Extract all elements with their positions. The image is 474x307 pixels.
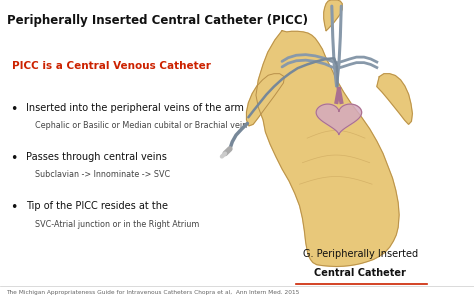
Text: Tip of the PICC resides at the: Tip of the PICC resides at the xyxy=(26,201,168,211)
Text: The Michigan Appropriateness Guide for Intravenous Catheters Chopra et al,  Ann : The Michigan Appropriateness Guide for I… xyxy=(6,290,299,295)
Text: Peripherally Inserted Central Catheter (PICC): Peripherally Inserted Central Catheter (… xyxy=(7,14,308,27)
Text: SVC-Atrial junction or in the Right Atrium: SVC-Atrial junction or in the Right Atri… xyxy=(35,220,199,228)
Text: Central Catheter: Central Catheter xyxy=(314,268,406,278)
Polygon shape xyxy=(377,74,412,124)
Text: Inserted into the peripheral veins of the arm: Inserted into the peripheral veins of th… xyxy=(26,103,244,113)
Text: G. Peripherally Inserted: G. Peripherally Inserted xyxy=(303,249,418,259)
Polygon shape xyxy=(256,31,399,266)
Polygon shape xyxy=(246,74,284,126)
Text: •: • xyxy=(10,103,18,116)
Polygon shape xyxy=(324,0,342,31)
Text: Subclavian -> Innominate -> SVC: Subclavian -> Innominate -> SVC xyxy=(35,170,170,179)
Text: Passes through central veins: Passes through central veins xyxy=(26,152,167,162)
Text: •: • xyxy=(10,201,18,214)
Text: Cephalic or Basilic or Median cubital or Brachial vein: Cephalic or Basilic or Median cubital or… xyxy=(35,121,247,130)
Text: •: • xyxy=(10,152,18,165)
Polygon shape xyxy=(316,104,362,134)
Text: PICC is a Central Venous Catheter: PICC is a Central Venous Catheter xyxy=(12,61,211,72)
